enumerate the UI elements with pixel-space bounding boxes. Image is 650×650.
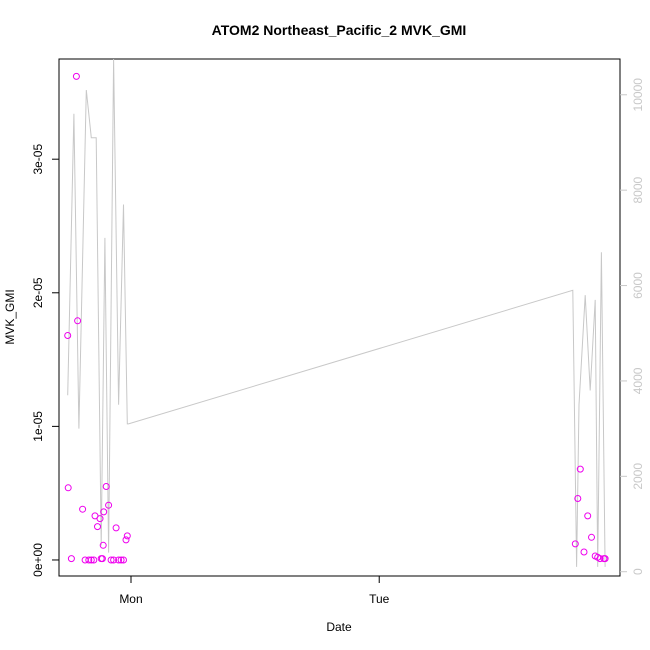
data-point	[79, 505, 87, 513]
plot-area	[58, 58, 621, 577]
data-point	[98, 555, 106, 563]
series-line-path	[67, 58, 606, 567]
right-tick-label: 10000	[631, 78, 645, 112]
right-tick-label: 0	[631, 568, 645, 575]
x-tick-label: Mon	[119, 592, 142, 606]
data-point	[117, 556, 125, 564]
data-point	[100, 508, 108, 516]
data-point	[64, 484, 72, 492]
data-point	[596, 555, 604, 563]
data-point	[105, 501, 113, 509]
y-axis-label: MVK_GMI	[3, 289, 17, 344]
data-point	[584, 512, 592, 520]
data-point	[72, 72, 80, 80]
data-point	[64, 332, 72, 339]
y-tick-label: 0e+00	[31, 543, 45, 577]
data-point	[120, 556, 127, 564]
x-axis-label: Date	[326, 620, 352, 634]
y-tick-label: 2e-05	[31, 277, 45, 308]
data-point	[110, 556, 118, 564]
data-point	[67, 555, 75, 563]
right-tick-label: 8000	[631, 176, 645, 203]
chart-title: ATOM2 Northeast_Pacific_2 MVK_GMI	[212, 22, 467, 38]
data-point	[123, 532, 131, 540]
data-point	[99, 541, 107, 549]
y-tick-label: 1e-05	[31, 411, 45, 442]
x-tick-label: Tue	[369, 592, 390, 606]
data-point	[107, 556, 115, 564]
right-axis: 0 2000 4000 6000 8000 10000	[620, 78, 645, 575]
data-point	[85, 556, 93, 564]
data-point	[115, 556, 123, 564]
data-point	[94, 523, 101, 531]
data-point	[122, 536, 130, 544]
data-point	[102, 483, 110, 490]
data-point	[576, 465, 584, 473]
y-tick-label: 3e-05	[31, 144, 45, 175]
data-point	[112, 524, 120, 532]
data-point	[90, 556, 98, 564]
data-point	[96, 515, 104, 523]
data-point	[87, 556, 95, 564]
data-point	[601, 555, 609, 563]
right-tick-label: 4000	[631, 367, 645, 394]
data-point	[580, 548, 588, 556]
series-points	[64, 72, 609, 564]
x-axis: Mon Tue	[119, 576, 390, 606]
y-axis: 0e+00 1e-05 2e-05 3e-05	[31, 144, 59, 577]
right-tick-label: 2000	[631, 463, 645, 490]
data-point	[74, 317, 82, 325]
right-tick-label: 6000	[631, 272, 645, 299]
data-point	[571, 540, 579, 548]
data-point	[588, 533, 595, 541]
data-point	[574, 495, 582, 502]
series-line	[67, 58, 606, 567]
